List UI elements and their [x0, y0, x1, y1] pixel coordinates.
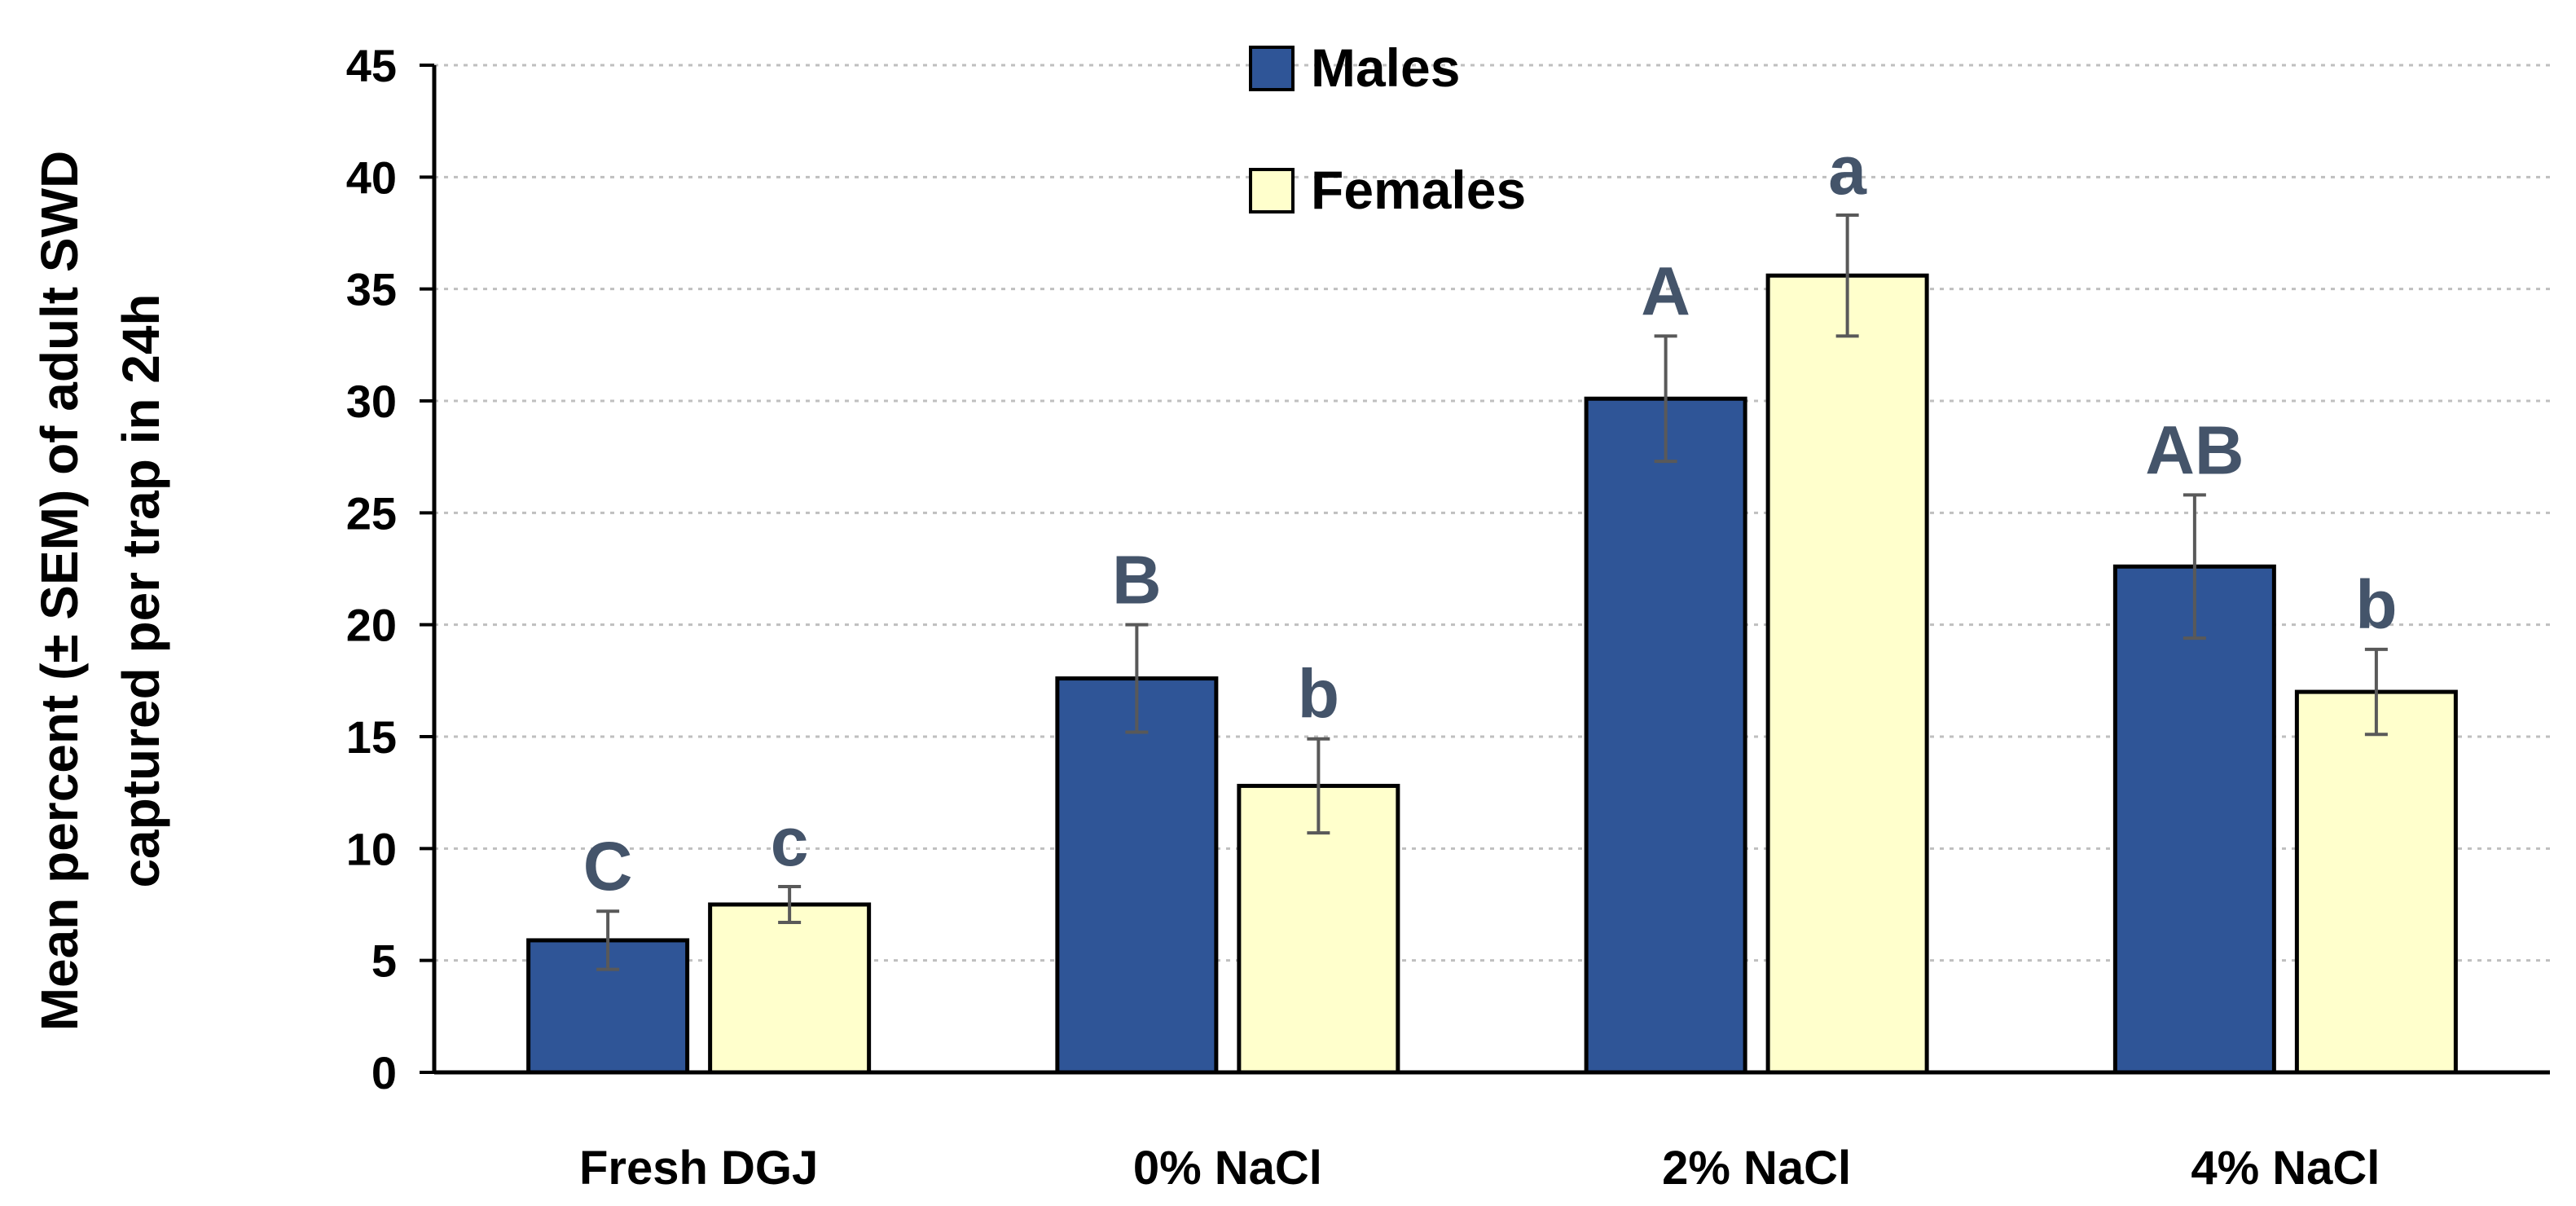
y-tick-label: 25: [346, 487, 397, 539]
y-tick-labels: 0 5 10 15 20 25 30 35 40 45: [346, 40, 397, 1098]
legend-swatch-females: [1249, 168, 1295, 213]
significance-letter-males-1: B: [1112, 542, 1162, 618]
y-axis-title: Mean percent (± SEM) of adult SWD capture…: [30, 151, 170, 1032]
x-category-label: 2% NaCl: [1662, 1142, 1851, 1195]
x-category-label: Fresh DGJ: [579, 1142, 818, 1195]
bars: [526, 273, 2458, 1075]
bar-males-2: [1584, 396, 1747, 1075]
bar-males-1: [1055, 676, 1219, 1075]
y-tick-label: 10: [346, 823, 397, 874]
y-axis-title-line-1: Mean percent (± SEM) of adult SWD: [30, 151, 89, 1032]
bar-females-3: [2294, 689, 2458, 1075]
significance-letter-males-0: C: [583, 828, 633, 904]
significance-letter-females-1: b: [1298, 656, 1339, 733]
bar-females-0: [708, 902, 872, 1075]
legend: Males Females: [1249, 37, 1526, 220]
significance-letter-males-3: AB: [2145, 412, 2244, 488]
significance-letter-females-0: c: [771, 803, 809, 880]
y-tick-label: 35: [346, 264, 397, 315]
y-tick-label: 30: [346, 376, 397, 427]
error-bars: [596, 213, 2388, 971]
y-tick-label: 40: [346, 152, 397, 203]
y-tick-label: 15: [346, 711, 397, 763]
x-category-labels: Fresh DGJ 0% NaCl 2% NaCl 4% NaCl: [579, 1142, 2380, 1195]
x-category-label: 4% NaCl: [2191, 1142, 2380, 1195]
significance-letter-females-2: a: [1828, 132, 1867, 209]
y-tick-label: 0: [371, 1047, 397, 1098]
y-axis-title-line-2: captured per trap in 24h: [112, 293, 170, 887]
significance-letter-females-3: b: [2355, 566, 2397, 643]
bar-males-3: [2112, 564, 2276, 1075]
y-tick-label: 20: [346, 600, 397, 651]
legend-label-males: Males: [1311, 37, 1460, 98]
x-category-label: 0% NaCl: [1133, 1142, 1322, 1195]
y-tick-label: 5: [371, 935, 397, 987]
axes: [420, 64, 2550, 1075]
legend-label-females: Females: [1311, 160, 1526, 220]
legend-swatch-males: [1249, 46, 1295, 91]
grid-lines: [434, 64, 2550, 962]
bar-females-2: [1765, 273, 1929, 1075]
significance-letter-males-2: A: [1641, 253, 1690, 329]
y-tick-label: 45: [346, 40, 397, 91]
